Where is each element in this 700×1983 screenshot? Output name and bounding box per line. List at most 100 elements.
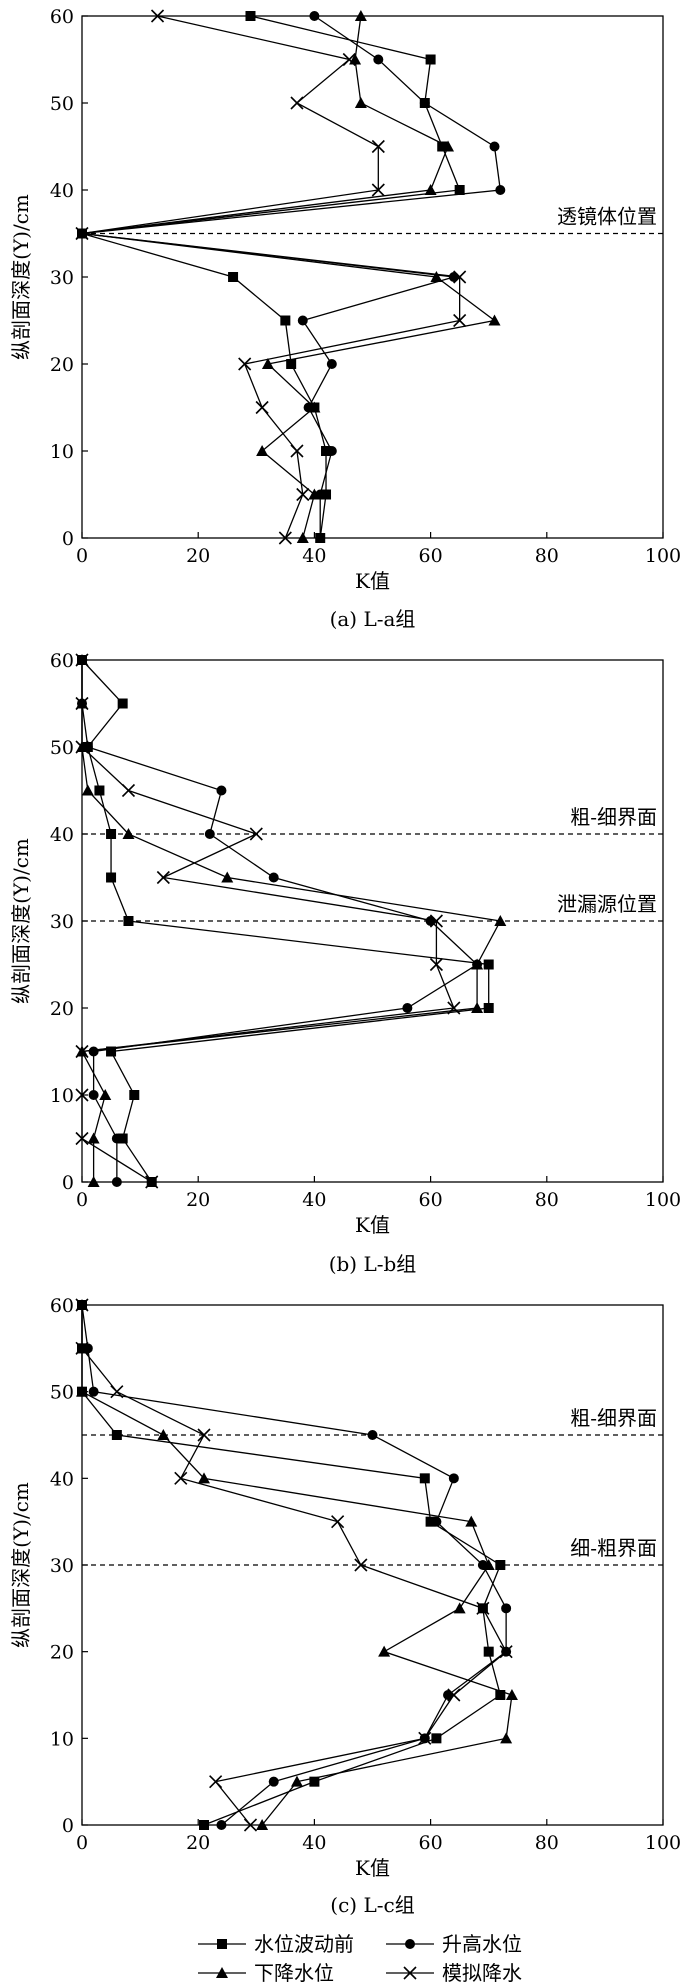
data-point: [437, 141, 448, 152]
data-point: [494, 915, 507, 926]
data-point: [499, 1645, 513, 1659]
y-axis-label: 纵剖面深度(Y)/cm: [9, 194, 33, 360]
y-tick-label: 40: [50, 1468, 74, 1490]
data-point: [454, 185, 465, 195]
data-point: [402, 1003, 413, 1013]
x-tick-label: 60: [419, 545, 443, 567]
data-point: [296, 487, 310, 502]
x-tick-label: 100: [645, 1189, 681, 1211]
legend-marker: [216, 1967, 228, 1978]
data-point: [123, 916, 134, 926]
data-point: [75, 1298, 89, 1312]
data-point: [309, 1776, 320, 1787]
data-point: [75, 1131, 89, 1146]
data-point: [430, 271, 443, 282]
data-point: [447, 1001, 461, 1015]
x-axis-label: K值: [355, 1213, 390, 1237]
y-tick-label: 60: [50, 1295, 74, 1317]
legend-label: 下降水位: [254, 1961, 334, 1983]
chart-panel-c: 0 20 40 60 80 100 0 10 20 30 40 50 60 K值 纵剖面深度(Y)/cm (c…: [9, 1295, 681, 1917]
legend-label: 水位波动前: [254, 1932, 354, 1956]
x-tick-label: 20: [186, 545, 210, 567]
data-point: [488, 314, 501, 326]
data-point: [483, 1646, 494, 1657]
data-point: [145, 1175, 159, 1189]
data-point: [297, 315, 308, 326]
data-point: [81, 784, 94, 796]
y-tick-label: 0: [62, 1172, 74, 1194]
data-point: [290, 96, 304, 110]
data-point: [354, 10, 367, 21]
x-tick-label: 0: [76, 1189, 88, 1211]
data-point: [106, 872, 117, 883]
data-point: [156, 870, 170, 885]
data-point: [354, 1558, 368, 1572]
x-tick-label: 100: [645, 545, 681, 567]
chart-panel-b: 0 20 40 60 80 100 0 10 20 30 40 50 60 K值 纵剖面深度(Y)/cm (b…: [9, 650, 681, 1276]
data-point: [425, 1516, 436, 1527]
y-tick-label: 40: [50, 180, 74, 202]
series-x: [75, 653, 461, 1189]
data-point: [243, 1818, 258, 1832]
x-tick-label: 0: [76, 1832, 88, 1854]
data-point: [255, 400, 269, 415]
data-point: [495, 185, 506, 195]
data-point: [261, 358, 274, 369]
data-point: [157, 1429, 170, 1440]
data-point: [309, 11, 320, 21]
data-point: [106, 829, 117, 839]
data-point: [429, 957, 443, 972]
data-point: [315, 533, 326, 543]
data-point: [465, 1515, 478, 1527]
y-tick-label: 20: [50, 354, 74, 376]
data-point: [209, 1775, 223, 1789]
data-point: [268, 872, 279, 883]
series-line: [81, 15, 461, 539]
reference-label: 透镜体位置: [557, 205, 657, 229]
data-point: [111, 1133, 122, 1144]
x-tick-label: 20: [186, 1832, 210, 1854]
data-point: [94, 785, 105, 796]
x-tick-label: 60: [419, 1832, 443, 1854]
data-point: [198, 1472, 211, 1484]
y-tick-label: 50: [50, 737, 74, 759]
data-point: [471, 958, 484, 970]
data-point: [453, 313, 467, 328]
data-point: [111, 1177, 122, 1187]
data-point: [88, 1090, 99, 1100]
data-point: [483, 1003, 494, 1013]
y-tick-label: 20: [50, 1642, 74, 1664]
series-line: [81, 15, 497, 539]
series-line: [81, 15, 461, 539]
data-point: [373, 54, 384, 65]
x-tick-label: 60: [419, 1189, 443, 1211]
reference-label: 细-粗界面: [570, 1536, 657, 1560]
data-point: [321, 446, 332, 456]
x-tick-label: 80: [535, 1189, 559, 1211]
data-point: [249, 827, 263, 841]
data-point: [505, 1689, 518, 1700]
data-point: [482, 1559, 495, 1570]
data-point: [204, 829, 215, 839]
data-point: [431, 1733, 442, 1744]
y-tick-label: 40: [50, 824, 74, 846]
reference-label: 泄漏源位置: [557, 892, 657, 916]
x-tick-label: 0: [76, 545, 88, 567]
x-tick-label: 40: [302, 1189, 326, 1211]
y-tick-label: 60: [50, 6, 74, 28]
plot-frame: [81, 15, 664, 539]
data-point: [453, 1602, 466, 1614]
y-tick-label: 30: [50, 267, 74, 289]
data-point: [88, 1386, 99, 1397]
x-tick-label: 100: [645, 1832, 681, 1854]
data-point: [238, 357, 252, 371]
y-tick-label: 0: [62, 528, 74, 550]
data-point: [326, 359, 337, 369]
data-point: [286, 359, 297, 369]
data-point: [129, 1090, 140, 1100]
data-point: [326, 446, 337, 456]
y-tick-label: 0: [62, 1815, 74, 1837]
data-point: [453, 270, 467, 284]
series-circle: [77, 11, 506, 543]
data-point: [308, 401, 321, 413]
